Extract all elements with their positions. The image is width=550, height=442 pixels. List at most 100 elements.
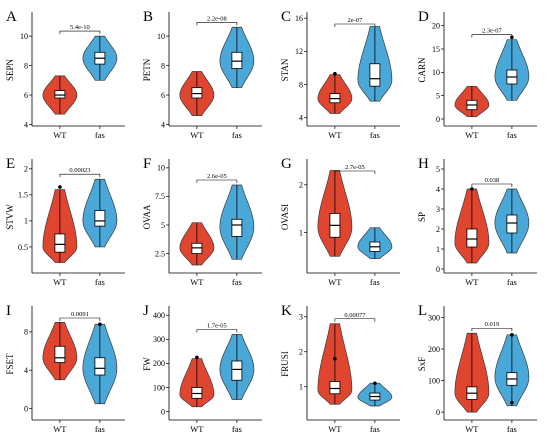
y-tick-label: 1 bbox=[299, 383, 303, 392]
x-category-label: WT bbox=[53, 130, 67, 140]
panel-letter: A bbox=[6, 9, 17, 25]
panel-D: D CARN 0 5 10 15 20 WT fas 2.3e-07 bbox=[417, 9, 537, 140]
panel-letter: H bbox=[418, 156, 429, 172]
y-axis-label: OVAA bbox=[142, 204, 152, 229]
significance-bracket bbox=[471, 183, 513, 187]
outlier-point-WT bbox=[333, 71, 337, 76]
x-category-label: fas bbox=[370, 130, 380, 140]
x-category-label: WT bbox=[465, 424, 479, 434]
significance-bracket bbox=[196, 21, 238, 26]
significance-bracket bbox=[59, 30, 101, 35]
y-tick-label: 0 bbox=[436, 265, 440, 274]
significance-bracket bbox=[334, 170, 376, 174]
y-tick-label: 6 bbox=[161, 91, 165, 100]
y-tick-label: 10 bbox=[432, 68, 440, 77]
p-value-label: 0.038 bbox=[485, 177, 500, 184]
x-category-label: fas bbox=[95, 130, 105, 140]
y-tick-label: 7.5 bbox=[155, 192, 165, 201]
x-category-label: WT bbox=[53, 277, 67, 287]
x-category-label: WT bbox=[328, 130, 342, 140]
x-category-label: WT bbox=[190, 277, 204, 287]
box-fas bbox=[506, 214, 518, 234]
panel-I: I FSET 0 4 8 WT fas 0.0091 bbox=[5, 303, 125, 434]
y-tick-label: 0 bbox=[24, 404, 28, 413]
p-value-label: 0.019 bbox=[485, 321, 500, 328]
x-category-label: fas bbox=[507, 277, 517, 287]
panel-letter: L bbox=[418, 303, 427, 319]
x-category-label: WT bbox=[190, 424, 204, 434]
panel-letter: B bbox=[143, 9, 153, 25]
box-WT bbox=[191, 387, 203, 399]
outlier-point-WT bbox=[58, 185, 62, 189]
y-tick-label: 5 bbox=[436, 165, 440, 174]
x-category-label: WT bbox=[53, 424, 67, 434]
y-tick-label: 400 bbox=[153, 311, 165, 320]
p-value-label: 2.6e-05 bbox=[207, 173, 227, 180]
y-tick-label: 0 bbox=[436, 408, 440, 417]
p-value-label: 0.00023 bbox=[69, 167, 90, 174]
y-tick-label: 4 bbox=[436, 185, 440, 194]
y-axis-label: OVASI bbox=[280, 204, 290, 230]
x-category-label: fas bbox=[232, 130, 242, 140]
y-axis-label: SxF bbox=[417, 357, 427, 372]
box-fas bbox=[231, 360, 243, 381]
significance-bracket bbox=[471, 327, 513, 332]
panel-B: B PETN 4 6 8 10 WT fas 2.2e-08 bbox=[142, 9, 262, 140]
panel-letter: I bbox=[6, 303, 11, 319]
y-tick-label: 4 bbox=[24, 120, 28, 129]
y-tick-label: 15 bbox=[432, 45, 440, 54]
p-value-label: 0.0091 bbox=[71, 311, 89, 318]
y-tick-label: 1.5 bbox=[18, 191, 28, 200]
y-tick-label: 10 bbox=[157, 32, 165, 41]
x-category-label: fas bbox=[507, 424, 517, 434]
outlier-point-fas bbox=[98, 322, 102, 327]
significance-bracket bbox=[59, 173, 101, 178]
y-tick-label: 200 bbox=[153, 359, 165, 368]
y-tick-label: 0.5 bbox=[18, 243, 28, 252]
x-category-label: WT bbox=[465, 277, 479, 287]
box-fas bbox=[231, 218, 243, 237]
y-tick-label: 8 bbox=[161, 61, 165, 70]
p-value-label: 2e-07 bbox=[347, 17, 363, 24]
x-category-label: WT bbox=[328, 277, 342, 287]
box-WT bbox=[329, 381, 341, 395]
y-tick-label: 10 bbox=[20, 32, 28, 41]
y-tick-label: 12 bbox=[295, 47, 303, 56]
significance-bracket bbox=[59, 317, 101, 321]
box-WT bbox=[54, 90, 66, 99]
y-tick-label: 3 bbox=[436, 205, 440, 214]
x-category-label: fas bbox=[370, 424, 380, 434]
panel-C: C STAN 4 8 12 16 WT fas 2e-07 bbox=[280, 9, 400, 140]
panel-A: A SEPN 4 6 8 10 WT fas 5.4e-10 bbox=[5, 9, 125, 140]
box-fas bbox=[94, 357, 106, 376]
panel-G: G OVASI 1 2 WT fas 2.7e-05 bbox=[280, 156, 400, 287]
box-fas bbox=[369, 63, 381, 87]
outlier-point-WT bbox=[470, 187, 474, 191]
y-tick-label: 8 bbox=[24, 328, 28, 337]
y-tick-label: 200 bbox=[428, 345, 440, 354]
y-tick-label: 2 bbox=[299, 348, 303, 357]
y-tick-label: 4 bbox=[299, 114, 303, 123]
y-tick-label: 5 bbox=[161, 221, 165, 230]
y-tick-label: 0 bbox=[436, 115, 440, 124]
box-fas bbox=[94, 210, 106, 227]
y-tick-label: 2 bbox=[24, 165, 28, 174]
box-WT bbox=[54, 345, 66, 363]
outlier-point-fas bbox=[373, 381, 377, 386]
x-category-label: fas bbox=[95, 424, 105, 434]
y-axis-label: PETN bbox=[142, 58, 152, 81]
y-axis-label: CARN bbox=[417, 57, 427, 83]
outlier-point-WT bbox=[195, 355, 199, 360]
x-category-label: fas bbox=[232, 277, 242, 287]
y-tick-label: 300 bbox=[153, 335, 165, 344]
x-category-label: fas bbox=[95, 277, 105, 287]
panel-letter: J bbox=[143, 303, 149, 319]
y-tick-label: 1 bbox=[436, 245, 440, 254]
significance-bracket bbox=[196, 179, 238, 183]
y-axis-label: STVW bbox=[5, 204, 15, 230]
x-category-label: WT bbox=[190, 130, 204, 140]
y-axis-label: FW bbox=[142, 357, 152, 371]
p-value-label: 0.00077 bbox=[344, 312, 366, 319]
panel-letter: D bbox=[418, 9, 429, 25]
